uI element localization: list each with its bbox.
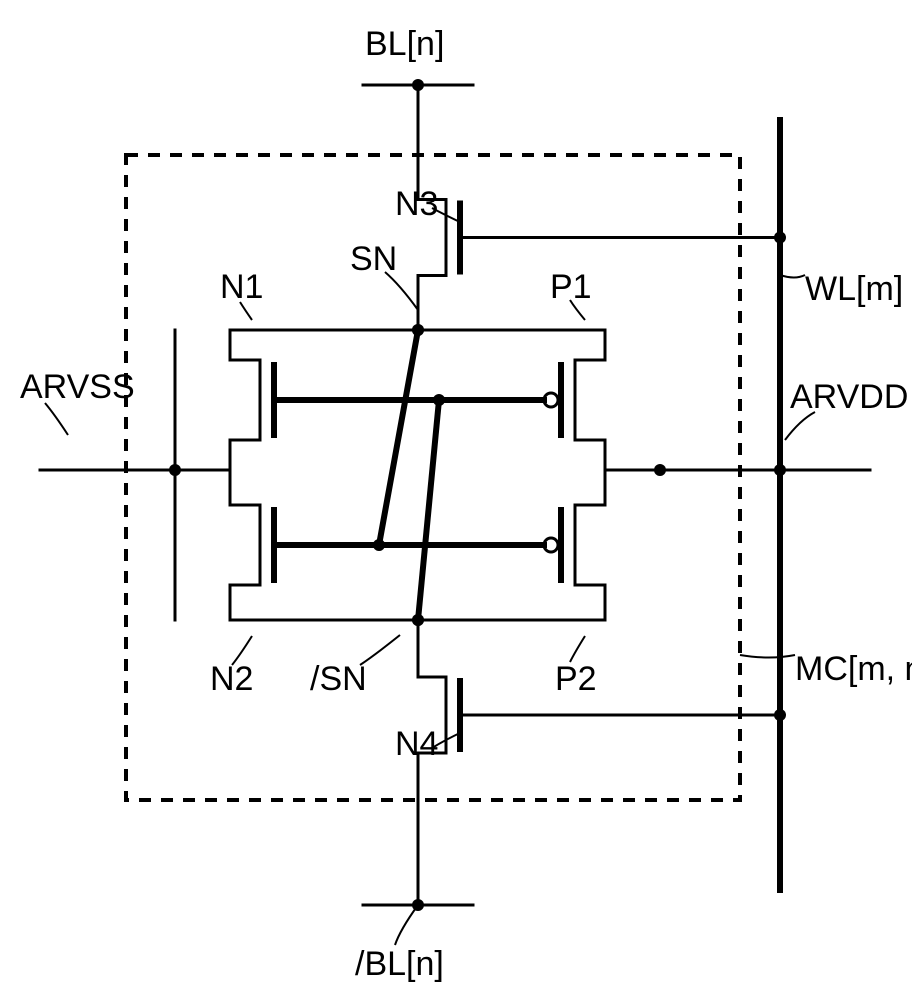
label-n1: N1 [220, 268, 263, 306]
label-n2: N2 [210, 660, 253, 698]
label-arvdd: ARVDD [790, 378, 908, 416]
label-p2: P2 [555, 660, 597, 698]
label-bl: BL[n] [365, 25, 444, 63]
label-arvss: ARVSS [20, 368, 135, 406]
label-sn: SN [350, 240, 397, 278]
label-snb: /SN [310, 660, 367, 698]
label-n3: N3 [395, 185, 438, 223]
label-p1: P1 [550, 268, 592, 306]
label-mc: MC[m, n] [795, 650, 912, 688]
label-wl: WL[m] [805, 270, 903, 308]
label-blb: /BL[n] [355, 945, 444, 983]
label-n4: N4 [395, 725, 438, 763]
